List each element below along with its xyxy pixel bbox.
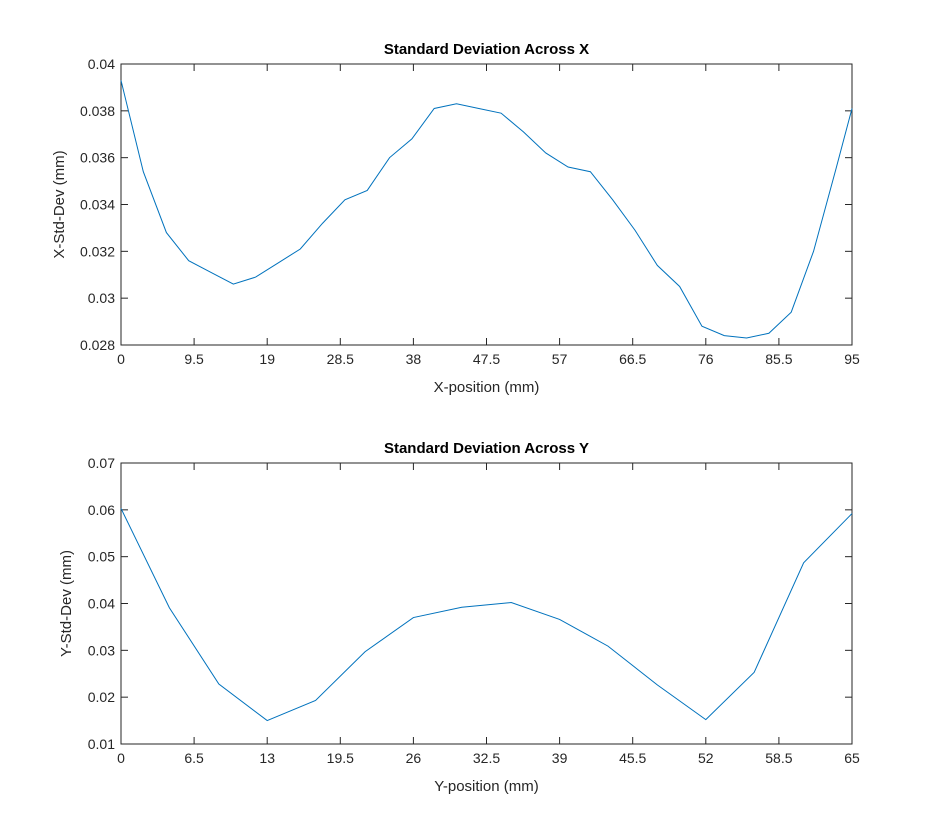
y-tick-label: 0.034 <box>80 197 115 213</box>
y-tick-label: 0.038 <box>80 103 115 119</box>
x-tick-label: 38 <box>406 351 422 367</box>
y-tick-label: 0.03 <box>88 642 115 658</box>
y-axis-ticks: 0.028 0.03 0.032 0.034 0.036 0.038 0.04 <box>80 56 852 353</box>
x-tick-label: 45.5 <box>619 750 646 766</box>
x-tick-label: 26 <box>406 750 422 766</box>
x-tick-label: 57 <box>552 351 568 367</box>
y-tick-label: 0.05 <box>88 549 115 565</box>
series-group <box>120 508 853 722</box>
y-tick-label: 0.04 <box>88 56 115 72</box>
x-tick-label: 95 <box>844 351 860 367</box>
x-axis-label: Y-position (mm) <box>434 778 538 795</box>
series-group <box>120 80 853 339</box>
y-tick-label: 0.028 <box>80 337 115 353</box>
x-tick-label: 13 <box>259 750 275 766</box>
x-tick-label: 76 <box>698 351 714 367</box>
y-axis-label: Y-Std-Dev (mm) <box>58 550 75 657</box>
x-axis-label: X-position (mm) <box>434 379 540 396</box>
y-tick-label: 0.07 <box>88 455 115 471</box>
y-tick-label: 0.032 <box>80 243 115 259</box>
x-tick-label: 19 <box>259 351 275 367</box>
x-tick-label: 66.5 <box>619 351 646 367</box>
subplot-x-std-dev: Standard Deviation Across X X-position (… <box>51 41 860 396</box>
x-tick-label: 52 <box>698 750 714 766</box>
y-tick-label: 0.03 <box>88 290 115 306</box>
x-tick-label: 32.5 <box>473 750 500 766</box>
subplot-y-std-dev: Standard Deviation Across Y Y-position (… <box>58 440 860 795</box>
y-tick-label: 0.04 <box>88 596 115 612</box>
x-axis-ticks: 0 6.5 13 19.5 26 32.5 39 45.5 52 58.5 65 <box>117 463 860 766</box>
x-tick-label: 0 <box>117 351 125 367</box>
y-tick-label: 0.06 <box>88 502 115 518</box>
plot-area <box>120 63 853 346</box>
series-line <box>120 80 853 339</box>
series-line <box>120 508 853 722</box>
x-tick-label: 0 <box>117 750 125 766</box>
y-tick-label: 0.01 <box>88 736 115 752</box>
x-tick-label: 58.5 <box>765 750 792 766</box>
x-tick-label: 9.5 <box>184 351 204 367</box>
x-tick-label: 47.5 <box>473 351 500 367</box>
x-tick-label: 28.5 <box>327 351 354 367</box>
y-tick-label: 0.02 <box>88 689 115 705</box>
chart-title: Standard Deviation Across X <box>384 41 589 58</box>
x-tick-label: 6.5 <box>184 750 204 766</box>
x-axis-ticks: 0 9.5 19 28.5 38 47.5 57 66.5 76 85.5 95 <box>117 64 860 367</box>
plot-area <box>120 462 853 745</box>
x-tick-label: 39 <box>552 750 568 766</box>
x-tick-label: 65 <box>844 750 860 766</box>
x-tick-label: 19.5 <box>327 750 354 766</box>
y-axis-ticks: 0.01 0.02 0.03 0.04 0.05 0.06 0.07 <box>88 455 852 752</box>
y-tick-label: 0.036 <box>80 150 115 166</box>
chart-title: Standard Deviation Across Y <box>384 440 589 457</box>
x-tick-label: 85.5 <box>765 351 792 367</box>
y-axis-label: X-Std-Dev (mm) <box>51 150 68 258</box>
